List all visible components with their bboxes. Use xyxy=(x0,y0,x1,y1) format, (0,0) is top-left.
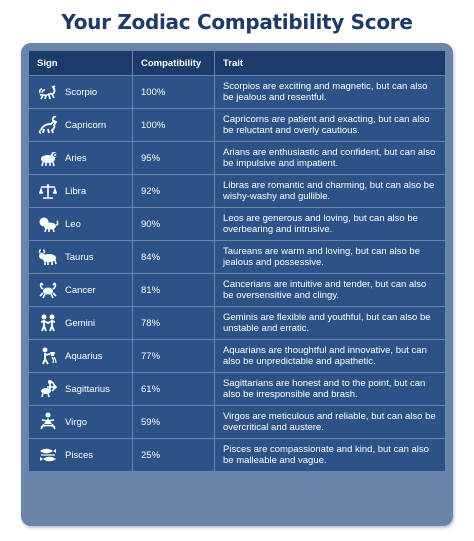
compatibility-cell: 100% xyxy=(133,76,215,108)
table-row: Aries 95% Arians are enthusiastic and conf… xyxy=(29,141,445,174)
trait-cell: Cancerians are intuitive and tender, but… xyxy=(223,279,427,301)
table-row: Taurus 84% Taureans are warm and loving, b… xyxy=(29,240,445,273)
table-body: Scorpio 100% Scorpios are exciting and mag… xyxy=(29,75,445,471)
header-compatibility: Compatibility xyxy=(133,51,215,75)
trait-cell: Virgos are meticulous and reliable, but … xyxy=(223,411,436,433)
sign-name: Libra xyxy=(65,185,87,197)
trait-cell: Arians are enthusiastic and confident, b… xyxy=(223,147,436,169)
sign-cell: Pisces xyxy=(29,439,133,471)
compatibility-cell: 92% xyxy=(133,175,215,207)
goat-icon xyxy=(37,114,59,136)
maiden-icon xyxy=(37,411,59,433)
ram-icon xyxy=(37,147,59,169)
sign-cell: Leo xyxy=(29,208,133,240)
sign-name: Pisces xyxy=(65,449,93,461)
table-row: Pisces 25% Pisces are compassionate and ki… xyxy=(29,438,445,471)
table-row: Virgo 59% Virgos are meticulous and reliab… xyxy=(29,405,445,438)
sign-cell: Capricorn xyxy=(29,109,133,141)
sign-name: Aries xyxy=(65,152,87,164)
compatibility-cell: 59% xyxy=(133,406,215,438)
scales-icon xyxy=(37,180,59,202)
header-trait: Trait xyxy=(223,57,244,69)
compatibility-cell: 81% xyxy=(133,274,215,306)
trait-cell: Leos are generous and loving, but can al… xyxy=(223,213,418,235)
sign-name: Aquarius xyxy=(65,350,103,362)
compatibility-table: Sign Compatibility Trait Scorpio 100% Scor… xyxy=(29,51,445,471)
table-row: Gemini 78% Geminis are flexible and youthf… xyxy=(29,306,445,339)
compatibility-cell: 95% xyxy=(133,142,215,174)
twins-icon xyxy=(37,312,59,334)
table-row: Cancer 81% Cancerians are intuitive and te… xyxy=(29,273,445,306)
compatibility-cell: 100% xyxy=(133,109,215,141)
archer-icon xyxy=(37,378,59,400)
compatibility-panel: Sign Compatibility Trait Scorpio 100% Scor… xyxy=(21,43,453,526)
sign-name: Capricorn xyxy=(65,119,107,131)
sign-cell: Virgo xyxy=(29,406,133,438)
sign-name: Leo xyxy=(65,218,81,230)
sign-name: Virgo xyxy=(65,416,88,428)
sign-name: Cancer xyxy=(65,284,96,296)
sign-name: Sagittarius xyxy=(65,383,110,395)
trait-cell: Taureans are warm and loving, but can al… xyxy=(223,246,420,268)
compatibility-cell: 61% xyxy=(133,373,215,405)
fish-icon xyxy=(37,444,59,466)
sign-cell: Aries xyxy=(29,142,133,174)
scorpion-icon xyxy=(37,81,59,103)
sign-cell: Libra xyxy=(29,175,133,207)
compatibility-cell: 77% xyxy=(133,340,215,372)
sign-cell: Cancer xyxy=(29,274,133,306)
sign-cell: Aquarius xyxy=(29,340,133,372)
compatibility-cell: 78% xyxy=(133,307,215,339)
compatibility-cell: 25% xyxy=(133,439,215,471)
lion-icon xyxy=(37,213,59,235)
header-sign: Sign xyxy=(29,51,133,75)
table-row: Libra 92% Libras are romantic and charming… xyxy=(29,174,445,207)
trait-cell: Sagittarians are honest and to the point… xyxy=(223,378,426,400)
sign-cell: Sagittarius xyxy=(29,373,133,405)
table-row: Sagittarius 61% Sagittarians are honest an… xyxy=(29,372,445,405)
compatibility-cell: 84% xyxy=(133,241,215,273)
sign-cell: Taurus xyxy=(29,241,133,273)
trait-cell: Capricorns are patient and exacting, but… xyxy=(223,114,430,136)
crab-icon xyxy=(37,279,59,301)
trait-cell: Aquarians are thoughtful and innovative,… xyxy=(223,345,427,367)
table-row: Aquarius 77% Aquarians are thoughtful and … xyxy=(29,339,445,372)
trait-cell: Geminis are flexible and youthful, but c… xyxy=(223,312,431,334)
sign-cell: Gemini xyxy=(29,307,133,339)
table-row: Capricorn 100% Capricorns are patient and … xyxy=(29,108,445,141)
page-title: Your Zodiac Compatibility Score xyxy=(61,10,413,34)
trait-cell: Scorpios are exciting and magnetic, but … xyxy=(223,81,428,103)
trait-cell: Pisces are compassionate and kind, but c… xyxy=(223,444,429,466)
sign-name: Gemini xyxy=(65,317,96,329)
water-bearer-icon xyxy=(37,345,59,367)
bull-icon xyxy=(37,246,59,268)
table-row: Leo 90% Leos are generous and loving, but … xyxy=(29,207,445,240)
trait-cell: Libras are romantic and charming, but ca… xyxy=(223,180,435,202)
sign-name: Taurus xyxy=(65,251,94,263)
table-header: Sign Compatibility Trait xyxy=(29,51,445,75)
sign-name: Scorpio xyxy=(65,86,98,98)
compatibility-cell: 90% xyxy=(133,208,215,240)
sign-cell: Scorpio xyxy=(29,76,133,108)
table-row: Scorpio 100% Scorpios are exciting and mag… xyxy=(29,75,445,108)
